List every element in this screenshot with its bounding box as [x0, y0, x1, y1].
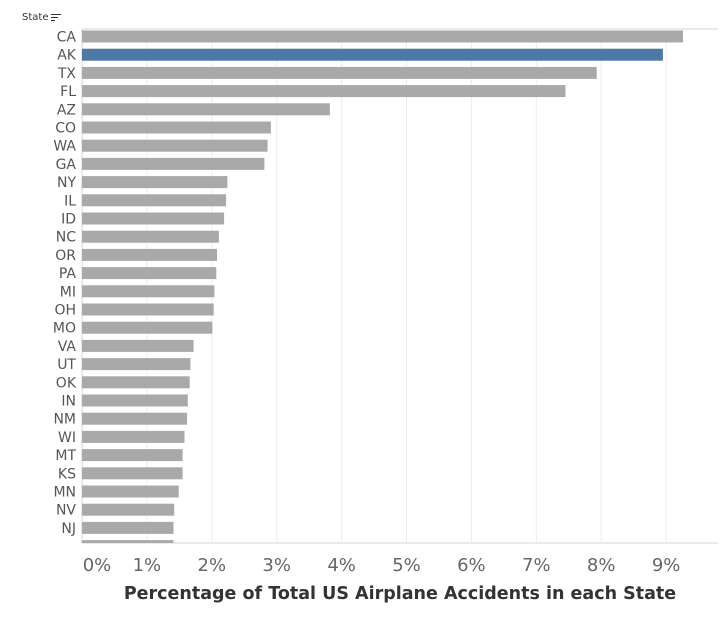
x-tick-1%: 1% [133, 555, 162, 576]
state-label-ID: ID [61, 212, 76, 228]
x-tick-9%: 9% [652, 555, 681, 576]
state-label-KS: KS [58, 466, 76, 482]
x-tick-8%: 8% [587, 555, 616, 576]
state-label-TX: TX [57, 66, 77, 82]
state-label-CO: CO [55, 121, 76, 137]
state-header-label: State [22, 12, 49, 23]
bar-AZ[interactable] [82, 103, 330, 116]
bar-clipped [82, 540, 174, 543]
state-label-NV: NV [56, 503, 76, 519]
bar-IN[interactable] [82, 394, 188, 407]
state-label-VA: VA [58, 339, 77, 355]
state-label-PA: PA [59, 266, 77, 282]
bar-NJ[interactable] [82, 521, 174, 534]
bar-NM[interactable] [82, 412, 188, 425]
state-label-MO: MO [53, 321, 76, 337]
bar-WA[interactable] [82, 139, 268, 152]
bar-NC[interactable] [82, 230, 219, 243]
bar-KS[interactable] [82, 467, 183, 480]
state-column-header[interactable]: State [22, 12, 62, 23]
bar-OH[interactable] [82, 303, 214, 316]
bar-MT[interactable] [82, 449, 183, 462]
x-tick-3%: 3% [262, 555, 291, 576]
x-axis-title: Percentage of Total US Airplane Accident… [123, 584, 677, 604]
bar-IL[interactable] [82, 194, 227, 207]
state-label-AK: AK [57, 48, 77, 64]
state-label-MI: MI [60, 284, 76, 300]
state-label-OR: OR [55, 248, 76, 264]
x-tick-2%: 2% [198, 555, 227, 576]
bar-NV[interactable] [82, 503, 175, 516]
state-label-IL: IL [64, 193, 76, 209]
bar-PA[interactable] [82, 267, 217, 280]
bars [82, 30, 683, 543]
x-tick-5%: 5% [392, 555, 421, 576]
state-label-NJ: NJ [61, 521, 76, 537]
bar-OK[interactable] [82, 376, 190, 389]
x-tick-0%: 0% [83, 555, 112, 576]
bar-MI[interactable] [82, 285, 215, 298]
bar-CO[interactable] [82, 121, 271, 134]
state-label-CA: CA [57, 30, 77, 46]
state-label-WA: WA [53, 139, 76, 155]
state-label-NC: NC [56, 230, 76, 246]
bar-UT[interactable] [82, 358, 191, 371]
state-label-NM: NM [53, 412, 76, 428]
state-label-OK: OK [56, 375, 77, 391]
x-tick-labels: 0% 1% 2% 3% 4% 5% 6% 7% 8% 9% [83, 555, 681, 576]
bar-ID[interactable] [82, 212, 225, 225]
x-tick-6%: 6% [457, 555, 486, 576]
state-label-WI: WI [58, 430, 76, 446]
x-tick-4%: 4% [327, 555, 356, 576]
bar-GA[interactable] [82, 157, 265, 170]
state-label-GA: GA [56, 157, 77, 173]
state-label-MN: MN [53, 485, 76, 501]
bar-TX[interactable] [82, 66, 597, 79]
bar-CA[interactable] [82, 30, 683, 43]
bar-FL[interactable] [82, 85, 566, 98]
x-tick-7%: 7% [522, 555, 551, 576]
bar-MN[interactable] [82, 485, 179, 498]
state-labels: CA AK TX FL AZ CO WA GA NY IL ID NC OR PA MI OH MO VA UT OK… [53, 30, 77, 537]
state-label-UT: UT [57, 357, 76, 373]
bar-NY[interactable] [82, 176, 228, 189]
state-label-FL: FL [60, 84, 76, 100]
bar-VA[interactable] [82, 339, 194, 352]
sort-descending-icon[interactable] [51, 13, 62, 22]
bar-AK[interactable] [82, 48, 663, 61]
state-label-NY: NY [57, 175, 76, 191]
bar-MO[interactable] [82, 321, 213, 334]
bar-WI[interactable] [82, 430, 185, 443]
bar-OR[interactable] [82, 248, 217, 261]
state-label-MT: MT [55, 448, 76, 464]
state-label-IN: IN [61, 394, 76, 410]
state-label-AZ: AZ [57, 102, 76, 118]
state-label-OH: OH [54, 303, 76, 319]
